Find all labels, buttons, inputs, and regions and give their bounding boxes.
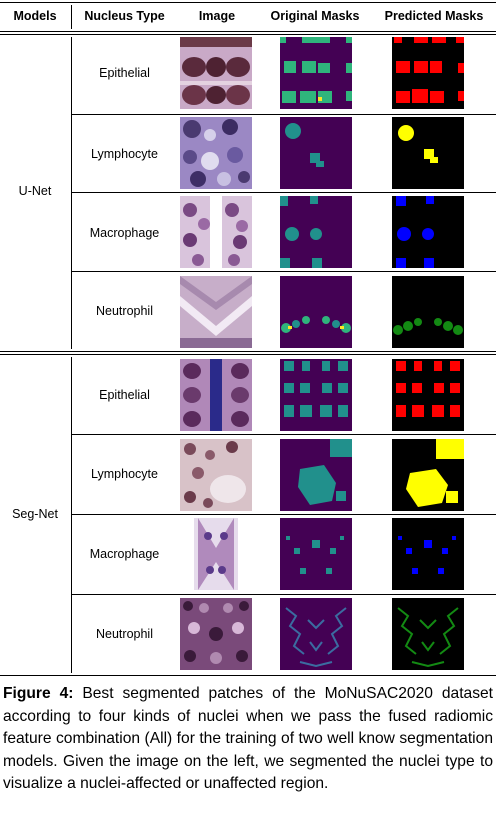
caption-label: Figure 4: — [3, 685, 74, 702]
nucleus-label: Neutrophil — [96, 627, 153, 641]
header-image: Image — [198, 9, 236, 23]
header-original-masks: Original Masks — [270, 9, 360, 23]
nucleus-label: Epithelial — [99, 388, 150, 402]
predicted-mask-thumbnail — [392, 276, 464, 348]
predicted-mask-thumbnail — [392, 439, 464, 511]
predicted-mask-thumbnail — [392, 598, 464, 670]
histology-image-thumbnail — [180, 598, 252, 670]
model-label-unet: U-Net — [18, 184, 52, 198]
header-predicted-masks: Predicted Masks — [384, 9, 484, 23]
histology-image-thumbnail — [180, 117, 252, 189]
row-rule — [72, 271, 496, 272]
original-mask-thumbnail — [280, 196, 352, 268]
row-rule — [72, 192, 496, 193]
nucleus-label: Neutrophil — [96, 304, 153, 318]
header-models: Models — [13, 9, 57, 23]
histology-image-thumbnail — [180, 439, 252, 511]
nucleus-label: Macrophage — [89, 226, 160, 240]
row-rule — [72, 114, 496, 115]
predicted-mask-thumbnail — [392, 518, 464, 590]
predicted-mask-thumbnail — [392, 37, 464, 109]
group-rule-1 — [0, 351, 496, 352]
predicted-mask-thumbnail — [392, 117, 464, 189]
row-rule — [72, 514, 496, 515]
bottom-rule — [0, 675, 496, 676]
top-rule — [0, 2, 496, 3]
nucleus-label: Lymphocyte — [91, 467, 158, 481]
histology-image-thumbnail — [180, 359, 252, 431]
nucleus-label: Macrophage — [89, 547, 160, 561]
model-label-segnet: Seg-Net — [12, 507, 58, 521]
histology-image-thumbnail — [180, 196, 252, 268]
original-mask-thumbnail — [280, 37, 352, 109]
header-separator — [71, 5, 72, 29]
nucleus-label: Epithelial — [99, 66, 150, 80]
figure-caption: Figure 4: Best segmented patches of the … — [3, 683, 493, 796]
original-mask-thumbnail — [280, 117, 352, 189]
histology-image-thumbnail — [180, 518, 252, 590]
original-mask-thumbnail — [280, 518, 352, 590]
row-rule — [72, 594, 496, 595]
header-rule-1 — [0, 31, 496, 32]
original-mask-thumbnail — [280, 598, 352, 670]
predicted-mask-thumbnail — [392, 196, 464, 268]
row-rule — [72, 434, 496, 435]
nucleus-label: Lymphocyte — [91, 147, 158, 161]
header-rule-2 — [0, 34, 496, 35]
group-rule-2 — [0, 354, 496, 355]
original-mask-thumbnail — [280, 276, 352, 348]
caption-text: Best segmented patches of the MoNuSAC202… — [3, 685, 493, 792]
header-nucleus-type: Nucleus Type — [84, 9, 165, 23]
column-separator-segnet — [71, 357, 72, 673]
histology-image-thumbnail — [180, 276, 252, 348]
original-mask-thumbnail — [280, 439, 352, 511]
predicted-mask-thumbnail — [392, 359, 464, 431]
histology-image-thumbnail — [180, 37, 252, 109]
original-mask-thumbnail — [280, 359, 352, 431]
column-separator-unet — [71, 37, 72, 349]
